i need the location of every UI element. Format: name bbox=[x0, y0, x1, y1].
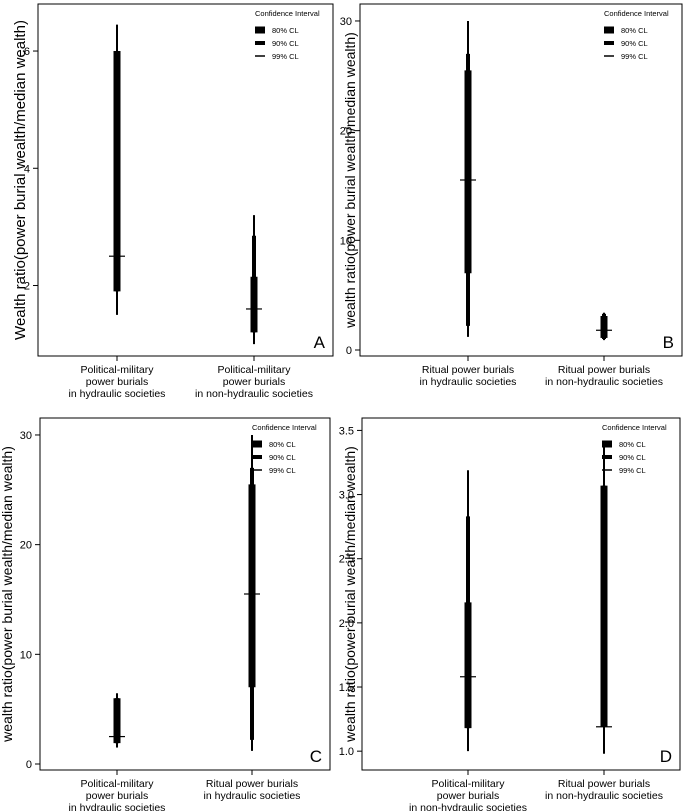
chart-panel-b: 0 10 20 30 wealth ratio(power burial wealth/… bbox=[340, 3, 683, 388]
y-axis-label: wealth ratio(power burial wealth/median … bbox=[342, 32, 358, 329]
legend-label: 90% CL bbox=[269, 453, 296, 462]
x-tick-label: Ritual power burials bbox=[206, 778, 298, 790]
x-tick-label: Political-military bbox=[81, 778, 155, 790]
legend-label: 80% CL bbox=[272, 26, 299, 35]
y-axis-label: wealth ratio(power burial wealth/median … bbox=[0, 446, 15, 743]
y-tick-label: 1.0 bbox=[339, 746, 354, 758]
x-tick-label: power burials bbox=[86, 790, 148, 802]
panel-letter: D bbox=[660, 747, 672, 766]
x-tick-label: in hydraulic societies bbox=[420, 376, 517, 388]
y-tick-label: 2.5 bbox=[339, 554, 354, 566]
legend-title: Confidence Interval bbox=[252, 423, 317, 432]
panel-letter: C bbox=[310, 747, 322, 766]
x-tick-label: in hydraulic societies bbox=[204, 790, 301, 802]
plot-frame bbox=[37, 3, 334, 357]
y-tick-label: 0 bbox=[26, 759, 32, 771]
legend-label: 80% CL bbox=[619, 440, 646, 449]
x-tick-label: in hydraulic societies bbox=[69, 802, 166, 811]
plot-frame bbox=[361, 417, 681, 771]
x-tick-label: power burials bbox=[437, 790, 499, 802]
x-tick-label: Ritual power burials bbox=[558, 778, 650, 790]
x-tick-label: Ritual power burials bbox=[558, 364, 650, 376]
y-tick-label: 10 bbox=[340, 235, 352, 247]
legend-label: 99% CL bbox=[619, 466, 646, 475]
y-tick-label: 2 bbox=[24, 281, 30, 293]
legend-title: Confidence Interval bbox=[602, 423, 667, 432]
x-tick-label: in non-hydraulic societies bbox=[545, 376, 663, 388]
y-tick-label: 30 bbox=[20, 430, 32, 442]
legend-label: 80% CL bbox=[621, 26, 648, 35]
legend-title: Confidence Interval bbox=[604, 9, 669, 18]
x-tick-label: in non-hydraulic societies bbox=[195, 388, 313, 400]
x-tick-label: power burials bbox=[86, 376, 148, 388]
y-tick-label: 20 bbox=[340, 126, 352, 138]
chart-panel-d: 1.0 1.5 2.0 2.5 3.0 3.5 wealth ratio(power bur… bbox=[339, 417, 681, 811]
plot-frame bbox=[359, 3, 683, 357]
x-tick-label: power burials bbox=[223, 376, 285, 388]
y-axis-label: Wealth ratio(power burial wealth/median … bbox=[12, 20, 29, 340]
legend-label: 99% CL bbox=[272, 52, 299, 61]
legend-label: 90% CL bbox=[272, 39, 299, 48]
x-tick-label: Political-military bbox=[81, 364, 155, 376]
x-tick-label: Ritual power burials bbox=[422, 364, 514, 376]
y-tick-label: 6 bbox=[24, 46, 30, 58]
legend-label: 99% CL bbox=[621, 52, 648, 61]
x-tick-label: in non-hydraulic societies bbox=[409, 802, 527, 811]
y-tick-label: 30 bbox=[340, 16, 352, 28]
legend-label: 90% CL bbox=[619, 453, 646, 462]
legend-label: 90% CL bbox=[621, 39, 648, 48]
y-tick-label: 4 bbox=[24, 163, 30, 175]
x-tick-label: in non-hydraulic societies bbox=[545, 790, 663, 802]
x-tick-label: Political-military bbox=[432, 778, 506, 790]
panel-letter: B bbox=[663, 333, 674, 352]
chart-panel-c: 0 10 20 30 wealth ratio(power burial wealth/… bbox=[0, 417, 331, 811]
plot-frame bbox=[39, 417, 331, 771]
y-tick-label: 0 bbox=[346, 345, 352, 357]
x-tick-label: in hydraulic societies bbox=[69, 388, 166, 400]
y-tick-label: 10 bbox=[20, 649, 32, 661]
legend-title: Confidence Interval bbox=[255, 9, 320, 18]
y-tick-label: 3.0 bbox=[339, 490, 354, 502]
legend-label: 99% CL bbox=[269, 466, 296, 475]
x-tick-label: Political-military bbox=[218, 364, 292, 376]
y-tick-label: 2.0 bbox=[339, 618, 354, 630]
y-tick-label: 1.5 bbox=[339, 682, 354, 694]
y-tick-label: 20 bbox=[20, 540, 32, 552]
y-axis-label: wealth ratio(power burial wealth/median … bbox=[342, 446, 358, 743]
legend-label: 80% CL bbox=[269, 440, 296, 449]
y-tick-label: 3.5 bbox=[339, 425, 354, 437]
panel-letter: A bbox=[314, 333, 326, 352]
